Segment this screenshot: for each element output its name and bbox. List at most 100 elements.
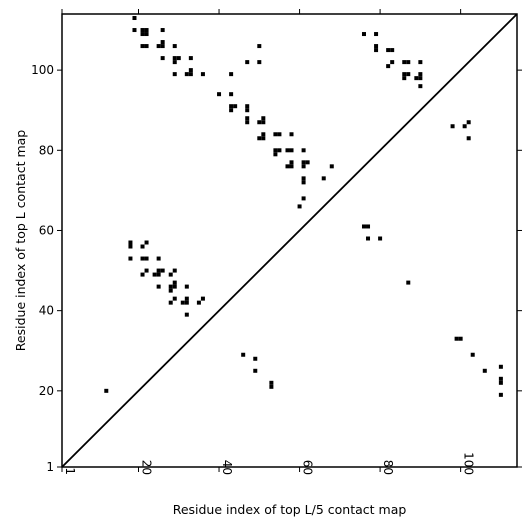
- contact-point-upper: [285, 164, 290, 169]
- contact-point-upper: [144, 44, 149, 49]
- contact-point-upper: [188, 68, 193, 73]
- contact-point-upper: [329, 164, 334, 169]
- contact-point-upper: [386, 48, 391, 53]
- contact-point-lower: [454, 336, 459, 341]
- contact-point-lower: [156, 272, 161, 277]
- contact-point-upper: [257, 136, 262, 141]
- contact-point-upper: [374, 32, 379, 37]
- contact-point-lower: [253, 356, 258, 361]
- contact-point-upper: [402, 60, 407, 65]
- contact-point-upper: [462, 124, 467, 129]
- contact-point-upper: [301, 164, 306, 169]
- contact-point-upper: [229, 92, 234, 97]
- diagonal-line: [61, 13, 518, 468]
- contact-point-upper: [245, 108, 250, 113]
- contact-point-upper: [160, 44, 165, 49]
- contact-point-upper: [466, 136, 471, 141]
- contact-point-upper: [257, 120, 262, 125]
- contact-point-lower: [366, 224, 371, 229]
- contact-point-upper: [466, 120, 471, 125]
- contact-point-upper: [245, 116, 250, 121]
- x-tick-label: 80: [381, 460, 395, 475]
- contact-point-lower: [172, 296, 177, 301]
- contact-point-upper: [140, 32, 145, 37]
- contact-point-lower: [184, 284, 189, 289]
- contact-point-upper: [140, 28, 145, 33]
- contact-point-upper: [305, 160, 310, 165]
- contact-point-lower: [241, 352, 246, 357]
- contact-point-upper: [297, 204, 302, 209]
- x-tick-label: 100: [462, 452, 476, 475]
- contact-point-lower: [269, 384, 274, 389]
- contact-point-upper: [361, 32, 366, 37]
- contact-point-lower: [366, 236, 371, 241]
- contact-point-upper: [160, 28, 165, 33]
- contact-point-lower: [470, 352, 475, 357]
- contact-point-upper: [273, 132, 278, 137]
- contact-point-upper: [217, 92, 222, 97]
- contact-point-upper: [261, 116, 266, 121]
- contact-point-upper: [406, 60, 411, 65]
- contact-point-lower: [168, 284, 173, 289]
- x-tick-label: 60: [301, 460, 315, 475]
- contact-point-upper: [418, 76, 423, 81]
- y-tick-label: 60: [39, 223, 54, 237]
- contact-point-upper: [257, 44, 262, 49]
- contact-point-upper: [301, 160, 306, 165]
- contact-point-lower: [140, 244, 145, 249]
- contact-point-upper: [273, 152, 278, 157]
- contact-point-lower: [140, 256, 145, 261]
- contact-point-lower: [378, 236, 383, 241]
- x-tick-label: 1: [63, 467, 77, 475]
- contact-point-upper: [406, 72, 411, 77]
- contact-point-lower: [269, 380, 274, 385]
- contact-point-lower: [184, 296, 189, 301]
- contact-point-lower: [140, 272, 145, 277]
- contact-point-lower: [168, 288, 173, 293]
- contact-point-lower: [253, 368, 258, 373]
- contact-point-lower: [172, 280, 177, 285]
- contact-point-lower: [168, 300, 173, 305]
- contact-point-upper: [289, 164, 294, 169]
- contact-point-lower: [156, 268, 161, 273]
- contact-point-upper: [374, 48, 379, 53]
- contact-point-upper: [289, 160, 294, 165]
- contact-point-upper: [144, 32, 149, 37]
- contact-point-lower: [144, 268, 149, 273]
- contact-point-lower: [144, 256, 149, 261]
- contact-point-upper: [301, 176, 306, 181]
- contact-point-upper: [374, 44, 379, 49]
- contact-point-upper: [188, 56, 193, 61]
- contact-point-upper: [402, 76, 407, 81]
- contact-point-lower: [156, 284, 161, 289]
- contact-point-lower: [200, 296, 205, 301]
- contact-point-upper: [289, 148, 294, 153]
- contact-point-upper: [160, 40, 165, 45]
- y-tick-label: 80: [39, 143, 54, 157]
- contact-point-upper: [233, 104, 238, 109]
- contact-point-upper: [402, 72, 407, 77]
- points-layer: [104, 16, 503, 397]
- y-tick-label: 40: [39, 304, 54, 318]
- contact-point-lower: [498, 380, 503, 385]
- contact-point-lower: [498, 392, 503, 397]
- x-axis-label: Residue index of top L/5 contact map: [173, 502, 407, 517]
- contact-point-lower: [458, 336, 463, 341]
- contact-point-upper: [245, 120, 250, 125]
- contact-point-upper: [418, 60, 423, 65]
- contact-point-upper: [144, 28, 149, 33]
- contact-point-lower: [172, 284, 177, 289]
- contact-point-lower: [180, 300, 185, 305]
- contact-point-upper: [414, 76, 419, 81]
- contact-point-upper: [184, 72, 189, 77]
- contact-point-lower: [406, 280, 411, 285]
- contact-point-upper: [386, 64, 391, 69]
- contact-point-lower: [361, 224, 366, 229]
- contact-point-lower: [128, 256, 133, 261]
- y-tick-label: 100: [31, 63, 54, 77]
- contact-point-lower: [184, 300, 189, 305]
- contact-point-upper: [132, 28, 137, 33]
- contact-point-upper: [261, 120, 266, 125]
